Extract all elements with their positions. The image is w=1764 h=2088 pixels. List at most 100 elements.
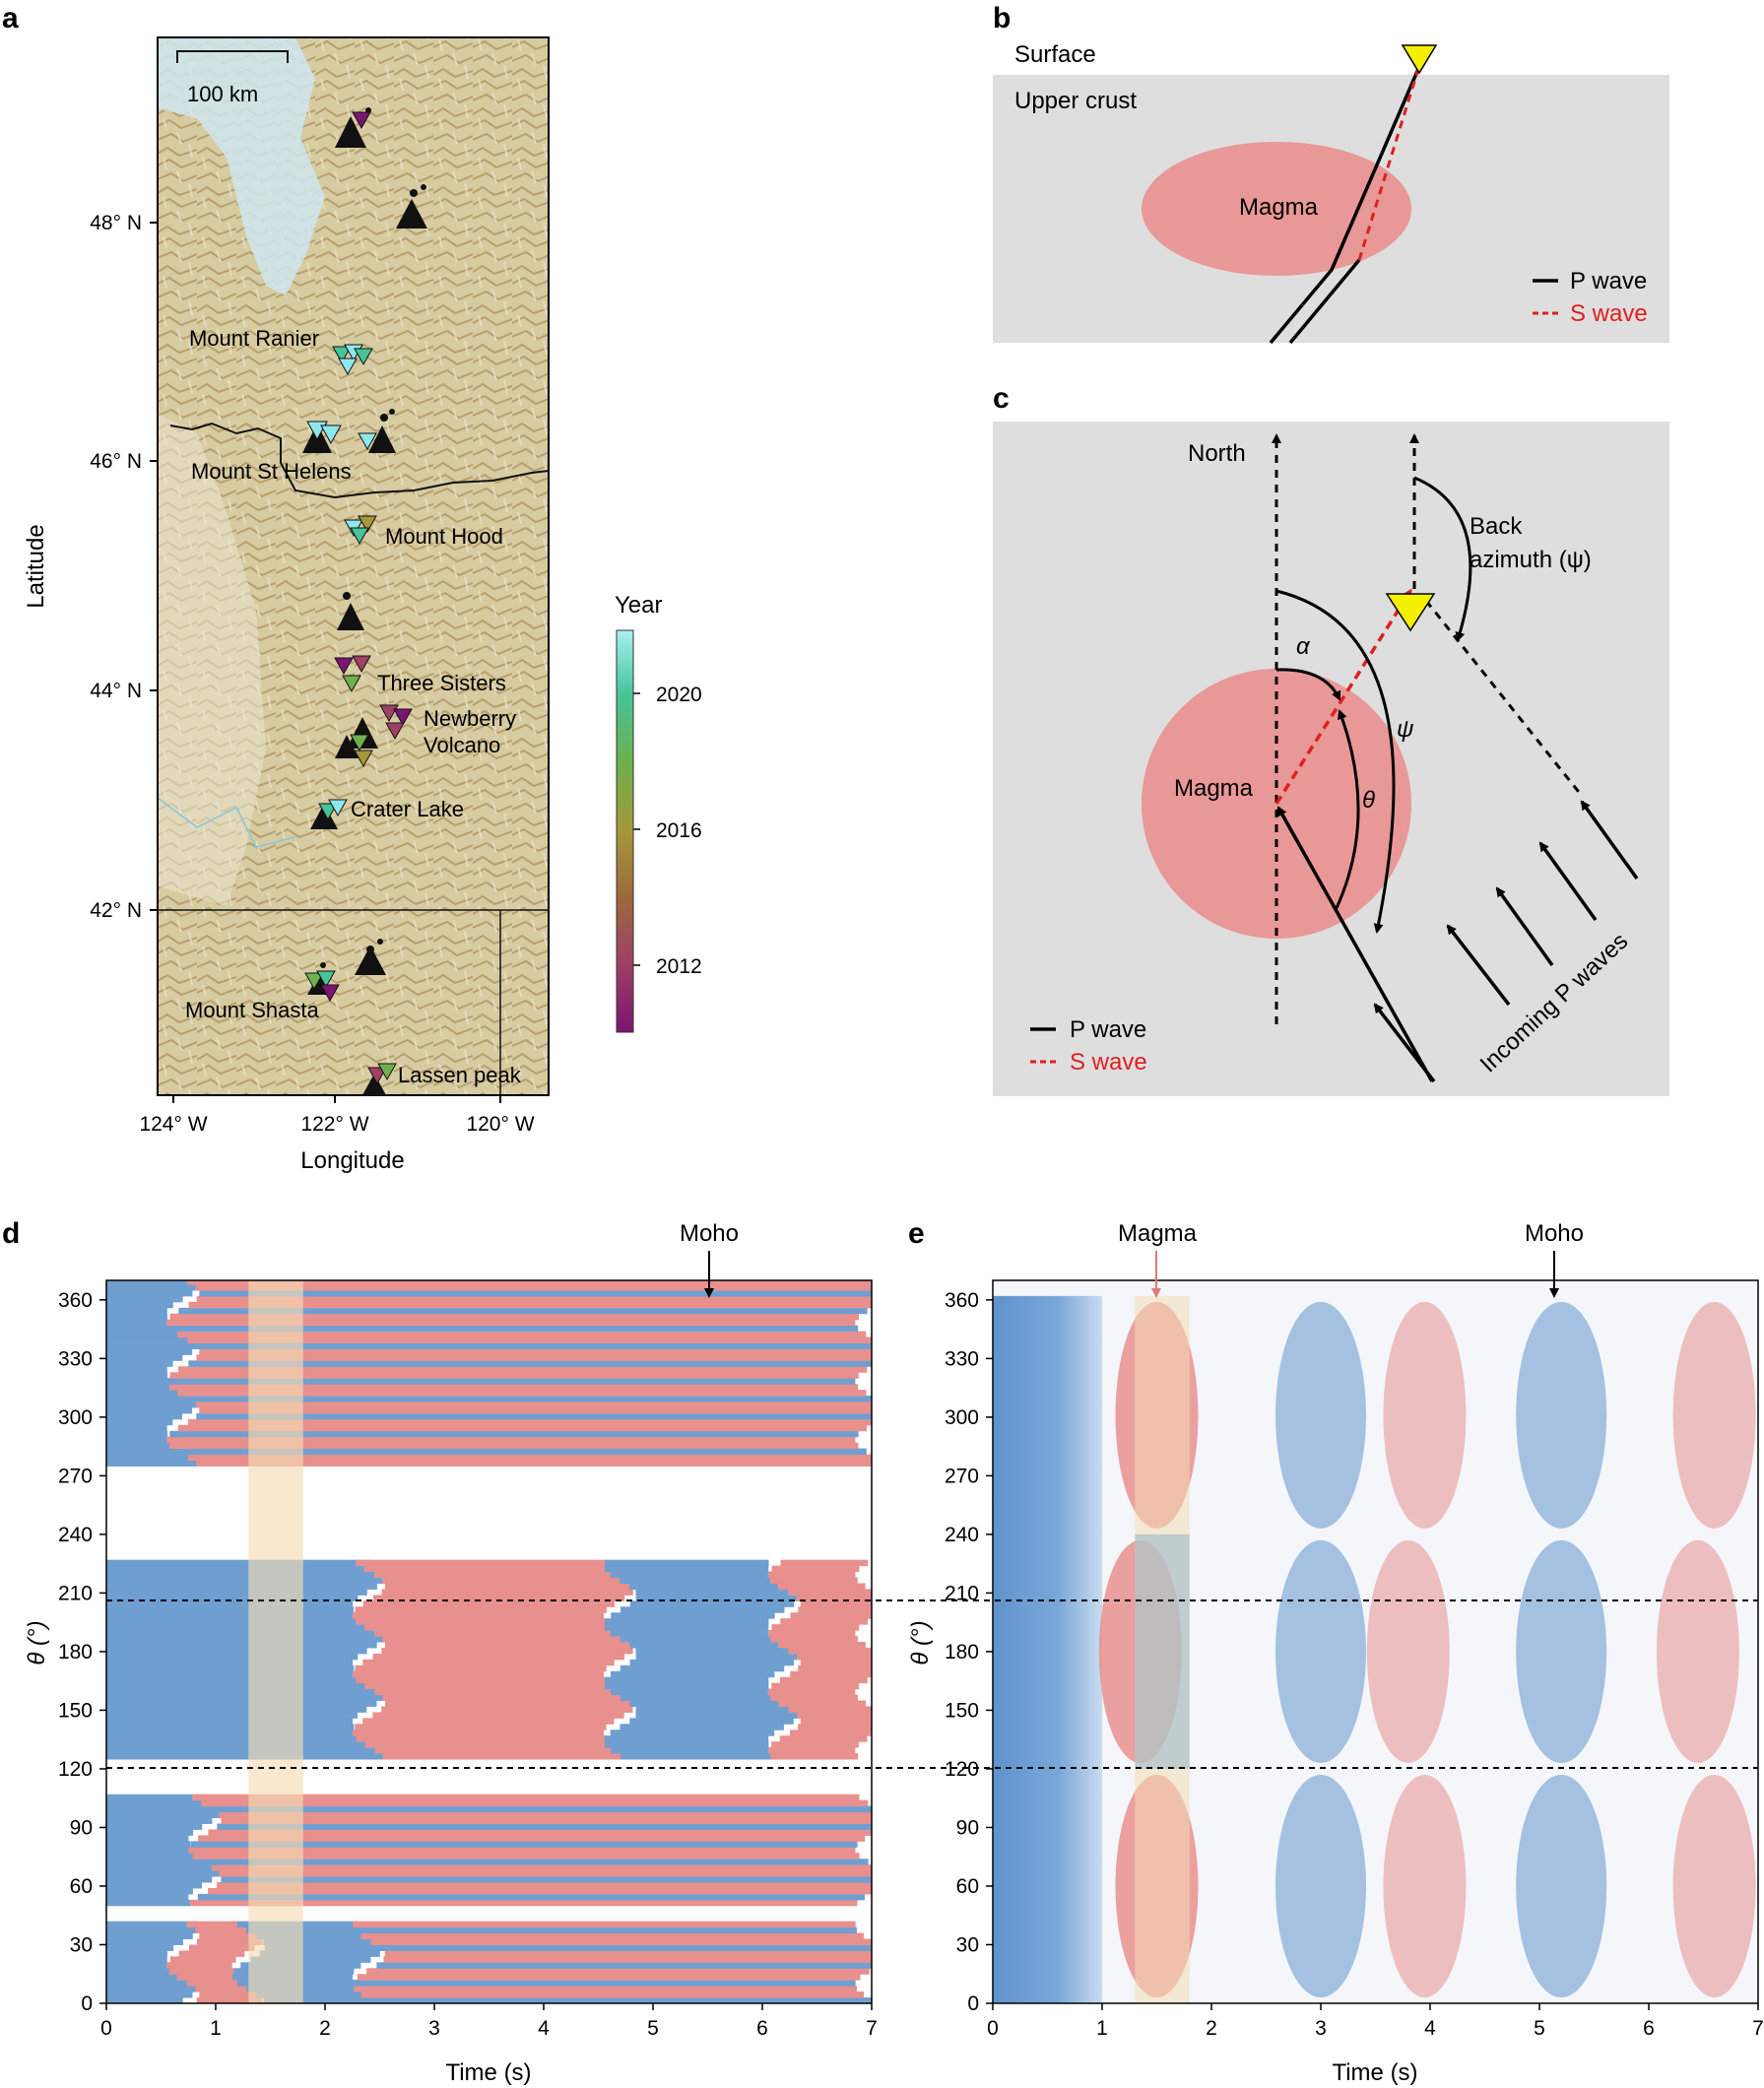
heatmap-cell (106, 1618, 371, 1625)
heatmap-cell (166, 1962, 232, 1969)
heatmap-cell (106, 1612, 360, 1619)
heatmap-cell (188, 1847, 856, 1854)
x-tick-label: 1 (210, 2017, 222, 2040)
heatmap-cell (188, 1418, 872, 1426)
heatmap-positive-lobe (1672, 1301, 1756, 1529)
heatmap-cell (106, 1747, 385, 1754)
heatmap-cell (798, 1724, 872, 1730)
heatmap-cell (106, 1864, 222, 1871)
heatmap-cell (620, 1724, 784, 1730)
y-tick-label: 330 (58, 1347, 93, 1370)
s-wave-ray-c (1274, 588, 1412, 805)
heatmap-cell (188, 1301, 872, 1309)
heatmap-cell (217, 1823, 872, 1830)
heatmap-cell (106, 1412, 183, 1420)
heatmap-cell (106, 1805, 222, 1813)
alpha-label: α (1296, 633, 1311, 660)
heatmap-cell (767, 1571, 856, 1579)
heatmap-cell (106, 1595, 359, 1601)
heatmap-cell (779, 1735, 868, 1742)
heatmap-cell (106, 1724, 355, 1730)
x-tick-label: 0 (100, 2017, 112, 2040)
station-icon-c (1385, 593, 1436, 632)
magma-label-b: Magma (1239, 194, 1319, 221)
heatmap-cell (208, 1829, 872, 1836)
y-tick-label: 150 (58, 1699, 93, 1722)
heatmap-cell (106, 1448, 194, 1456)
heatmap-cell (106, 1688, 385, 1696)
heatmap-cell (106, 1283, 199, 1291)
heatmap-cell (106, 1753, 384, 1760)
x-tick-label: 3 (428, 2017, 440, 2040)
heatmap-cell (186, 1921, 253, 1928)
heatmap-cell (382, 1694, 634, 1702)
heatmap-cell (106, 1354, 183, 1361)
heatmap-cell (355, 1606, 607, 1613)
x-tick-label: 7 (866, 2017, 878, 2040)
heatmap-cell (106, 1390, 193, 1397)
heatmap-cell (106, 1956, 167, 1963)
heatmap-cell (604, 1676, 769, 1684)
heatmap-cell (106, 1624, 380, 1631)
panel-d-frame (105, 1279, 873, 2004)
heatmap-cell (800, 1718, 872, 1725)
heatmap-cell (106, 1735, 371, 1742)
heatmap-cell (106, 1372, 168, 1379)
heatmap-positive-lobe (1383, 1774, 1467, 1998)
heatmap-cell (777, 1583, 866, 1590)
label-mount-shasta: Mount Shasta (185, 998, 320, 1022)
heatmap-cell (360, 1932, 864, 1940)
label-crater-lake: Crater Lake (351, 797, 464, 821)
heatmap-cell (352, 1670, 605, 1678)
map-panel: 100 km (23, 36, 702, 1174)
heatmap-cell (106, 1882, 202, 1889)
heatmap-cell (168, 1325, 859, 1333)
heatmap-cell (767, 1630, 856, 1637)
heatmap-cell (374, 1688, 626, 1696)
heatmap-cell (352, 1729, 605, 1736)
heatmap-cell (376, 1962, 872, 1969)
heatmap-cell (610, 1688, 775, 1696)
heatmap-cell (797, 1712, 872, 1719)
p-wave-ray (1269, 68, 1420, 345)
incoming-p-wave-arrows (1373, 800, 1639, 1083)
y-tick-label: 90 (70, 1816, 93, 1839)
y-tick-label: 90 (956, 1816, 979, 1839)
heatmap-cell (381, 1647, 633, 1655)
heatmap-cell (800, 1659, 872, 1666)
heatmap-cell (354, 1986, 858, 1992)
heatmap-cell (106, 1718, 354, 1725)
heatmap-cell (106, 1325, 183, 1333)
heatmap-cell (199, 1932, 265, 1940)
heatmap-cell (357, 1974, 861, 1981)
magma-highlight-band (248, 1280, 303, 2003)
heatmap-cell (106, 1887, 193, 1895)
heatmap-cell (385, 1642, 637, 1649)
heatmap-cell (186, 1980, 253, 1987)
y-tick-48n: 48° N (90, 212, 142, 234)
panel-c-diagram: Magma North Back azimuth (ψ) α θ ψ Incom… (993, 422, 1669, 1096)
heatmap-cell (356, 1618, 608, 1625)
heatmap-cell (629, 1718, 794, 1725)
y-tick-label: 210 (945, 1582, 979, 1604)
y-tick-46n: 46° N (90, 450, 142, 473)
heatmap-cell (246, 1926, 367, 1934)
heatmap-cell (382, 1753, 634, 1760)
heatmap-cell (635, 1595, 801, 1601)
heatmap-cell (767, 1747, 856, 1754)
x-tick-120w: 120° W (466, 1113, 534, 1136)
heatmap-cell (790, 1670, 872, 1678)
puget-sound-water (158, 37, 325, 295)
heatmap-cell (355, 1724, 607, 1730)
heatmap-cell (372, 1712, 624, 1719)
heatmap-cell (196, 1997, 263, 2003)
heatmap-cell (381, 1706, 633, 1713)
heatmap-cell (779, 1676, 868, 1684)
heatmap-negative-lobe (1516, 1774, 1607, 1998)
map-xlabel: Longitude (300, 1147, 404, 1174)
heatmap-positive-lobe (1383, 1301, 1467, 1529)
heatmap-cell (166, 1319, 856, 1327)
panel-label-b: b (993, 2, 1011, 34)
y-tick-label: 120 (58, 1758, 93, 1781)
heatmap-cell (188, 1944, 255, 1951)
